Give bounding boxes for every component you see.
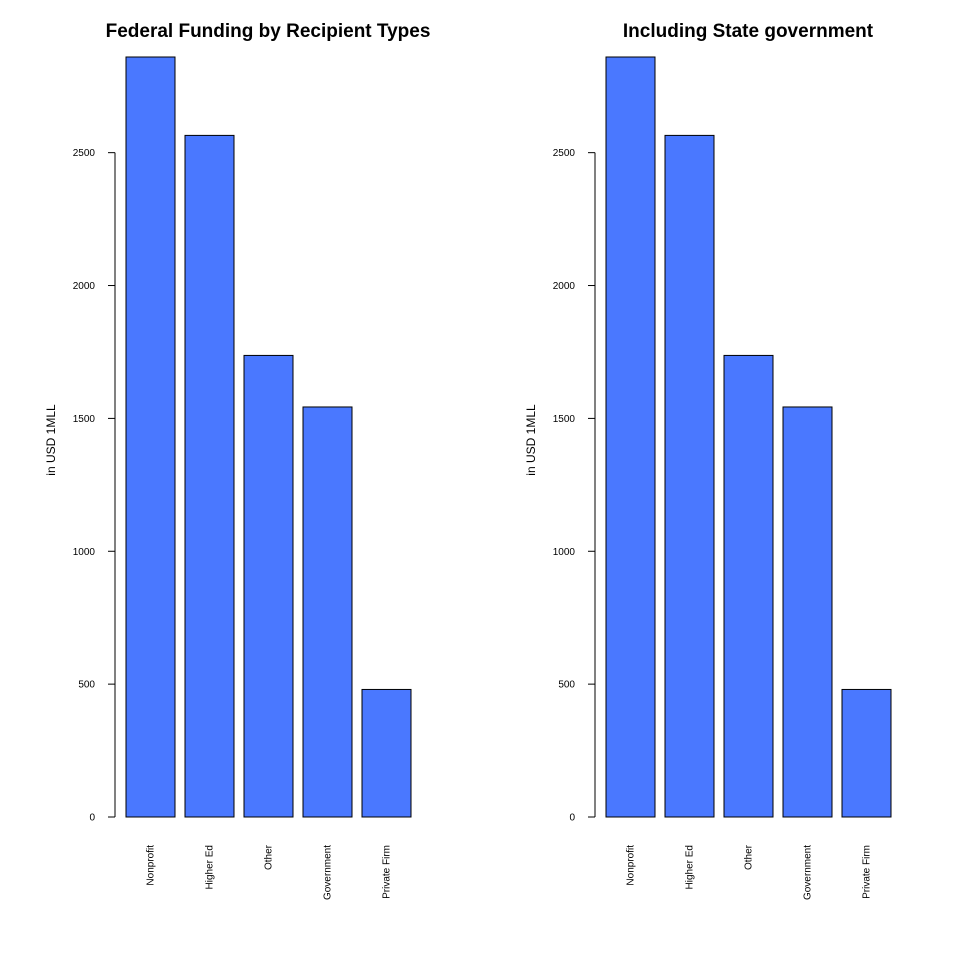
category-label: Other (744, 844, 755, 870)
category-label: Government (803, 845, 814, 900)
y-tick-label: 1000 (553, 547, 576, 558)
category-label: Other (264, 844, 275, 870)
y-tick-label: 500 (558, 680, 575, 691)
y-tick-label: 0 (569, 813, 575, 824)
chart-panel-1: Federal Funding by Recipient Types in USD… (44, 21, 430, 900)
category-label: Higher Ed (205, 845, 216, 889)
y-tick-label: 500 (78, 680, 95, 691)
y-tick-label: 0 (89, 813, 95, 824)
category-label: Nonprofit (626, 845, 637, 886)
category-label: Private Firm (382, 845, 393, 899)
bar-higher-ed (184, 134, 235, 818)
y-tick-label: 2500 (73, 148, 96, 159)
chart-title: Including State government (623, 21, 874, 42)
category-label: Private Firm (862, 845, 873, 899)
bar-nonprofit (605, 56, 656, 818)
bar-government (782, 406, 833, 818)
bar-private-firm (841, 688, 892, 818)
bar-higher-ed (664, 134, 715, 818)
y-tick-label: 2000 (553, 281, 576, 292)
y-tick-label: 1000 (73, 547, 96, 558)
bar-private-firm (361, 688, 412, 818)
y-axis-label: in USD 1MLL (44, 404, 58, 476)
y-axis-label: in USD 1MLL (524, 404, 538, 476)
y-tick-label: 1500 (73, 414, 96, 425)
category-label: Government (323, 845, 334, 900)
bar-nonprofit (125, 56, 176, 818)
y-tick-label: 2000 (73, 281, 96, 292)
category-label: Higher Ed (685, 845, 696, 889)
bar-other (723, 354, 774, 818)
y-tick-label: 1500 (553, 414, 576, 425)
bar-other (243, 354, 294, 818)
category-label: Nonprofit (146, 845, 157, 886)
chart-panel-2: Including State government in USD 1MLL 0 50… (524, 21, 892, 900)
chart-title: Federal Funding by Recipient Types (106, 21, 431, 42)
y-tick-label: 2500 (553, 148, 576, 159)
bar-government (302, 406, 353, 818)
